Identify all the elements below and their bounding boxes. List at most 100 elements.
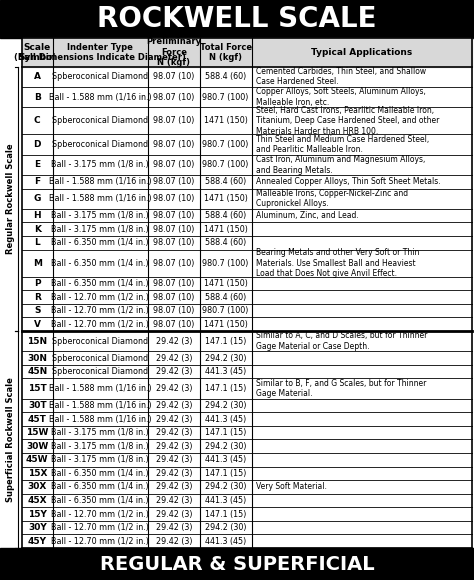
- Text: B: B: [34, 93, 41, 101]
- Text: Ball - 3.175 mm (1/8 in.): Ball - 3.175 mm (1/8 in.): [51, 225, 149, 234]
- Text: 30Y: 30Y: [28, 523, 46, 532]
- Text: 15T: 15T: [28, 384, 46, 393]
- Text: 1471 (150): 1471 (150): [204, 279, 247, 288]
- Text: Similar to B, F, and G Scales, but for Thinner
Gage Material.: Similar to B, F, and G Scales, but for T…: [255, 379, 426, 398]
- Text: 45T: 45T: [28, 415, 47, 423]
- Text: 441.3 (45): 441.3 (45): [205, 536, 246, 546]
- Text: Ball - 1.588 mm (1/16 in.): Ball - 1.588 mm (1/16 in.): [49, 415, 152, 423]
- Text: 98.07 (10): 98.07 (10): [153, 211, 194, 220]
- Text: 294.2 (30): 294.2 (30): [205, 483, 246, 491]
- Text: 29.42 (3): 29.42 (3): [155, 428, 192, 437]
- Text: 29.42 (3): 29.42 (3): [155, 415, 192, 423]
- Text: Regular Rockwell Scale: Regular Rockwell Scale: [7, 143, 16, 254]
- Text: Spberoconical Diamond: Spberoconical Diamond: [52, 367, 148, 376]
- Text: 15N: 15N: [27, 336, 47, 346]
- Text: Ball - 1.588 mm (1/16 in.): Ball - 1.588 mm (1/16 in.): [49, 177, 152, 186]
- Text: Spberoconical Diamond: Spberoconical Diamond: [52, 354, 148, 362]
- Text: Thin Steel and Medium Case Hardened Steel,
and Pearlitic Malleable Iron.: Thin Steel and Medium Case Hardened Stee…: [255, 135, 429, 154]
- Text: 29.42 (3): 29.42 (3): [155, 510, 192, 519]
- Text: Spberoconical Diamond: Spberoconical Diamond: [52, 140, 148, 149]
- Text: Ball - 3.175 mm (1/8 in.): Ball - 3.175 mm (1/8 in.): [51, 211, 149, 220]
- Text: 441.3 (45): 441.3 (45): [205, 415, 246, 423]
- Text: Cast Iron, Aluminum and Magnesium Alloys,
and Bearing Metals.: Cast Iron, Aluminum and Magnesium Alloys…: [255, 155, 425, 175]
- Text: 98.07 (10): 98.07 (10): [153, 320, 194, 329]
- Text: 980.7 (100): 980.7 (100): [202, 93, 249, 101]
- Text: Aluminum, Zinc, and Lead.: Aluminum, Zinc, and Lead.: [255, 211, 358, 220]
- Text: Ball - 12.70 mm (1/2 in.): Ball - 12.70 mm (1/2 in.): [51, 523, 149, 532]
- Text: Total Force
N (kgf): Total Force N (kgf): [200, 42, 252, 62]
- Text: 147.1 (15): 147.1 (15): [205, 336, 246, 346]
- Text: F: F: [34, 177, 40, 186]
- Text: 98.07 (10): 98.07 (10): [153, 160, 194, 169]
- Text: Ball - 3.175 mm (1/8 in.): Ball - 3.175 mm (1/8 in.): [51, 428, 149, 437]
- Text: 441.3 (45): 441.3 (45): [205, 496, 246, 505]
- Text: 147.1 (15): 147.1 (15): [205, 510, 246, 519]
- Text: 45W: 45W: [26, 455, 48, 465]
- Text: 147.1 (15): 147.1 (15): [205, 384, 246, 393]
- Text: Ball - 1.588 mm (1/16 in.): Ball - 1.588 mm (1/16 in.): [49, 401, 152, 410]
- Text: 30N: 30N: [27, 354, 47, 362]
- Text: 441.3 (45): 441.3 (45): [205, 367, 246, 376]
- Text: Ball - 12.70 mm (1/2 in.): Ball - 12.70 mm (1/2 in.): [51, 292, 149, 302]
- Text: S: S: [34, 306, 41, 315]
- Text: 980.7 (100): 980.7 (100): [202, 160, 249, 169]
- Text: 588.4 (60): 588.4 (60): [205, 72, 246, 81]
- Text: M: M: [33, 259, 42, 267]
- Text: G: G: [34, 194, 41, 203]
- Text: P: P: [34, 279, 41, 288]
- Text: Ball - 6.350 mm (1/4 in.): Ball - 6.350 mm (1/4 in.): [52, 238, 149, 247]
- Text: Steel, Hard Cast Irons, Pearlitic Malleable Iron,
Titanium, Deep Case Hardened S: Steel, Hard Cast Irons, Pearlitic Mallea…: [255, 106, 439, 136]
- Text: 1471 (150): 1471 (150): [204, 116, 247, 125]
- Text: A: A: [34, 72, 41, 81]
- Text: 98.07 (10): 98.07 (10): [153, 279, 194, 288]
- Text: R: R: [34, 292, 41, 302]
- Text: 441.3 (45): 441.3 (45): [205, 455, 246, 465]
- Text: 1471 (150): 1471 (150): [204, 225, 247, 234]
- Text: Ball - 6.350 mm (1/4 in.): Ball - 6.350 mm (1/4 in.): [52, 483, 149, 491]
- Text: Malleable Irons, Copper-Nickel-Zinc and
Cupronickel Alloys.: Malleable Irons, Copper-Nickel-Zinc and …: [255, 189, 408, 208]
- Text: Preliminary
Force
N (kgf): Preliminary Force N (kgf): [146, 37, 201, 67]
- Text: 147.1 (15): 147.1 (15): [205, 469, 246, 478]
- Text: 29.42 (3): 29.42 (3): [155, 523, 192, 532]
- Bar: [22, 38, 472, 67]
- Text: Spberoconical Diamond: Spberoconical Diamond: [52, 72, 148, 81]
- Text: Ball - 1.588 mm (1/16 in.): Ball - 1.588 mm (1/16 in.): [49, 194, 152, 203]
- Text: Indenter Type
(Ball Dimensions Indicate Diameter): Indenter Type (Ball Dimensions Indicate …: [14, 42, 186, 62]
- Text: 1471 (150): 1471 (150): [204, 320, 247, 329]
- Text: 98.07 (10): 98.07 (10): [153, 306, 194, 315]
- Text: Scale
Symbol: Scale Symbol: [18, 42, 56, 62]
- Text: Typical Applications: Typical Applications: [311, 48, 412, 57]
- Text: 15X: 15X: [27, 469, 47, 478]
- Text: 98.07 (10): 98.07 (10): [153, 93, 194, 101]
- Text: Superficial Rockwell Scale: Superficial Rockwell Scale: [7, 377, 16, 502]
- Text: D: D: [34, 140, 41, 149]
- Text: 588.4 (60): 588.4 (60): [205, 238, 246, 247]
- Text: 98.07 (10): 98.07 (10): [153, 225, 194, 234]
- Text: 45Y: 45Y: [28, 536, 47, 546]
- Text: 98.07 (10): 98.07 (10): [153, 140, 194, 149]
- Text: 29.42 (3): 29.42 (3): [155, 483, 192, 491]
- Text: 29.42 (3): 29.42 (3): [155, 367, 192, 376]
- Text: 588.4 (60): 588.4 (60): [205, 177, 246, 186]
- Text: 147.1 (15): 147.1 (15): [205, 428, 246, 437]
- Text: 30W: 30W: [26, 442, 48, 451]
- Text: Similar to A, C, and D Scales, but for Thinner
Gage Material or Case Depth.: Similar to A, C, and D Scales, but for T…: [255, 331, 427, 351]
- Text: 294.2 (30): 294.2 (30): [205, 523, 246, 532]
- Text: 29.42 (3): 29.42 (3): [155, 496, 192, 505]
- Text: 980.7 (100): 980.7 (100): [202, 140, 249, 149]
- Text: Annealed Copper Alloys, Thin Soft Sheet Metals.: Annealed Copper Alloys, Thin Soft Sheet …: [255, 177, 440, 186]
- Text: Ball - 12.70 mm (1/2 in.): Ball - 12.70 mm (1/2 in.): [51, 320, 149, 329]
- Text: Copper Alloys, Soft Steels, Aluminum Alloys,
Malleable Iron, etc.: Copper Alloys, Soft Steels, Aluminum All…: [255, 88, 425, 107]
- Bar: [0, 0, 474, 38]
- Text: Ball - 12.70 mm (1/2 in.): Ball - 12.70 mm (1/2 in.): [51, 306, 149, 315]
- Text: REGULAR & SUPERFICIAL: REGULAR & SUPERFICIAL: [100, 554, 374, 574]
- Text: Ball - 12.70 mm (1/2 in.): Ball - 12.70 mm (1/2 in.): [51, 536, 149, 546]
- Text: L: L: [35, 238, 40, 247]
- Text: E: E: [34, 160, 40, 169]
- Text: Ball - 1.588 mm (1/16 in.): Ball - 1.588 mm (1/16 in.): [49, 384, 152, 393]
- Text: Ball - 6.350 mm (1/4 in.): Ball - 6.350 mm (1/4 in.): [52, 469, 149, 478]
- Text: Ball - 3.175 mm (1/8 in.): Ball - 3.175 mm (1/8 in.): [51, 160, 149, 169]
- Text: 15W: 15W: [26, 428, 48, 437]
- Text: Spberoconical Diamond: Spberoconical Diamond: [52, 336, 148, 346]
- Text: 29.42 (3): 29.42 (3): [155, 401, 192, 410]
